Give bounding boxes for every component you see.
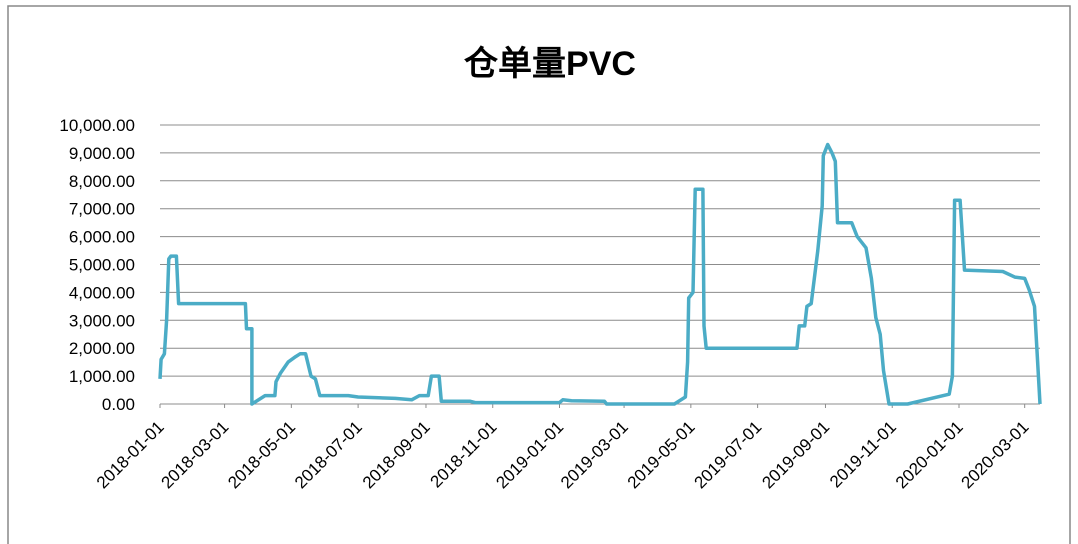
- y-tick-label: 5,000.00: [69, 256, 135, 275]
- y-tick-label: 0.00: [102, 395, 135, 414]
- y-tick-label: 7,000.00: [69, 200, 135, 219]
- y-tick-label: 4,000.00: [69, 283, 135, 302]
- y-tick-label: 8,000.00: [69, 172, 135, 191]
- y-tick-label: 3,000.00: [69, 311, 135, 330]
- y-tick-label: 2,000.00: [69, 339, 135, 358]
- line-series: [158, 142, 1042, 406]
- y-tick-label: 6,000.00: [69, 228, 135, 247]
- y-tick-label: 10,000.00: [59, 116, 135, 135]
- y-tick-label: 1,000.00: [69, 367, 135, 386]
- chart-title: 仓单量PVC: [464, 45, 636, 83]
- y-tick-label: 9,000.00: [69, 144, 135, 163]
- chart-frame: [7, 5, 1071, 544]
